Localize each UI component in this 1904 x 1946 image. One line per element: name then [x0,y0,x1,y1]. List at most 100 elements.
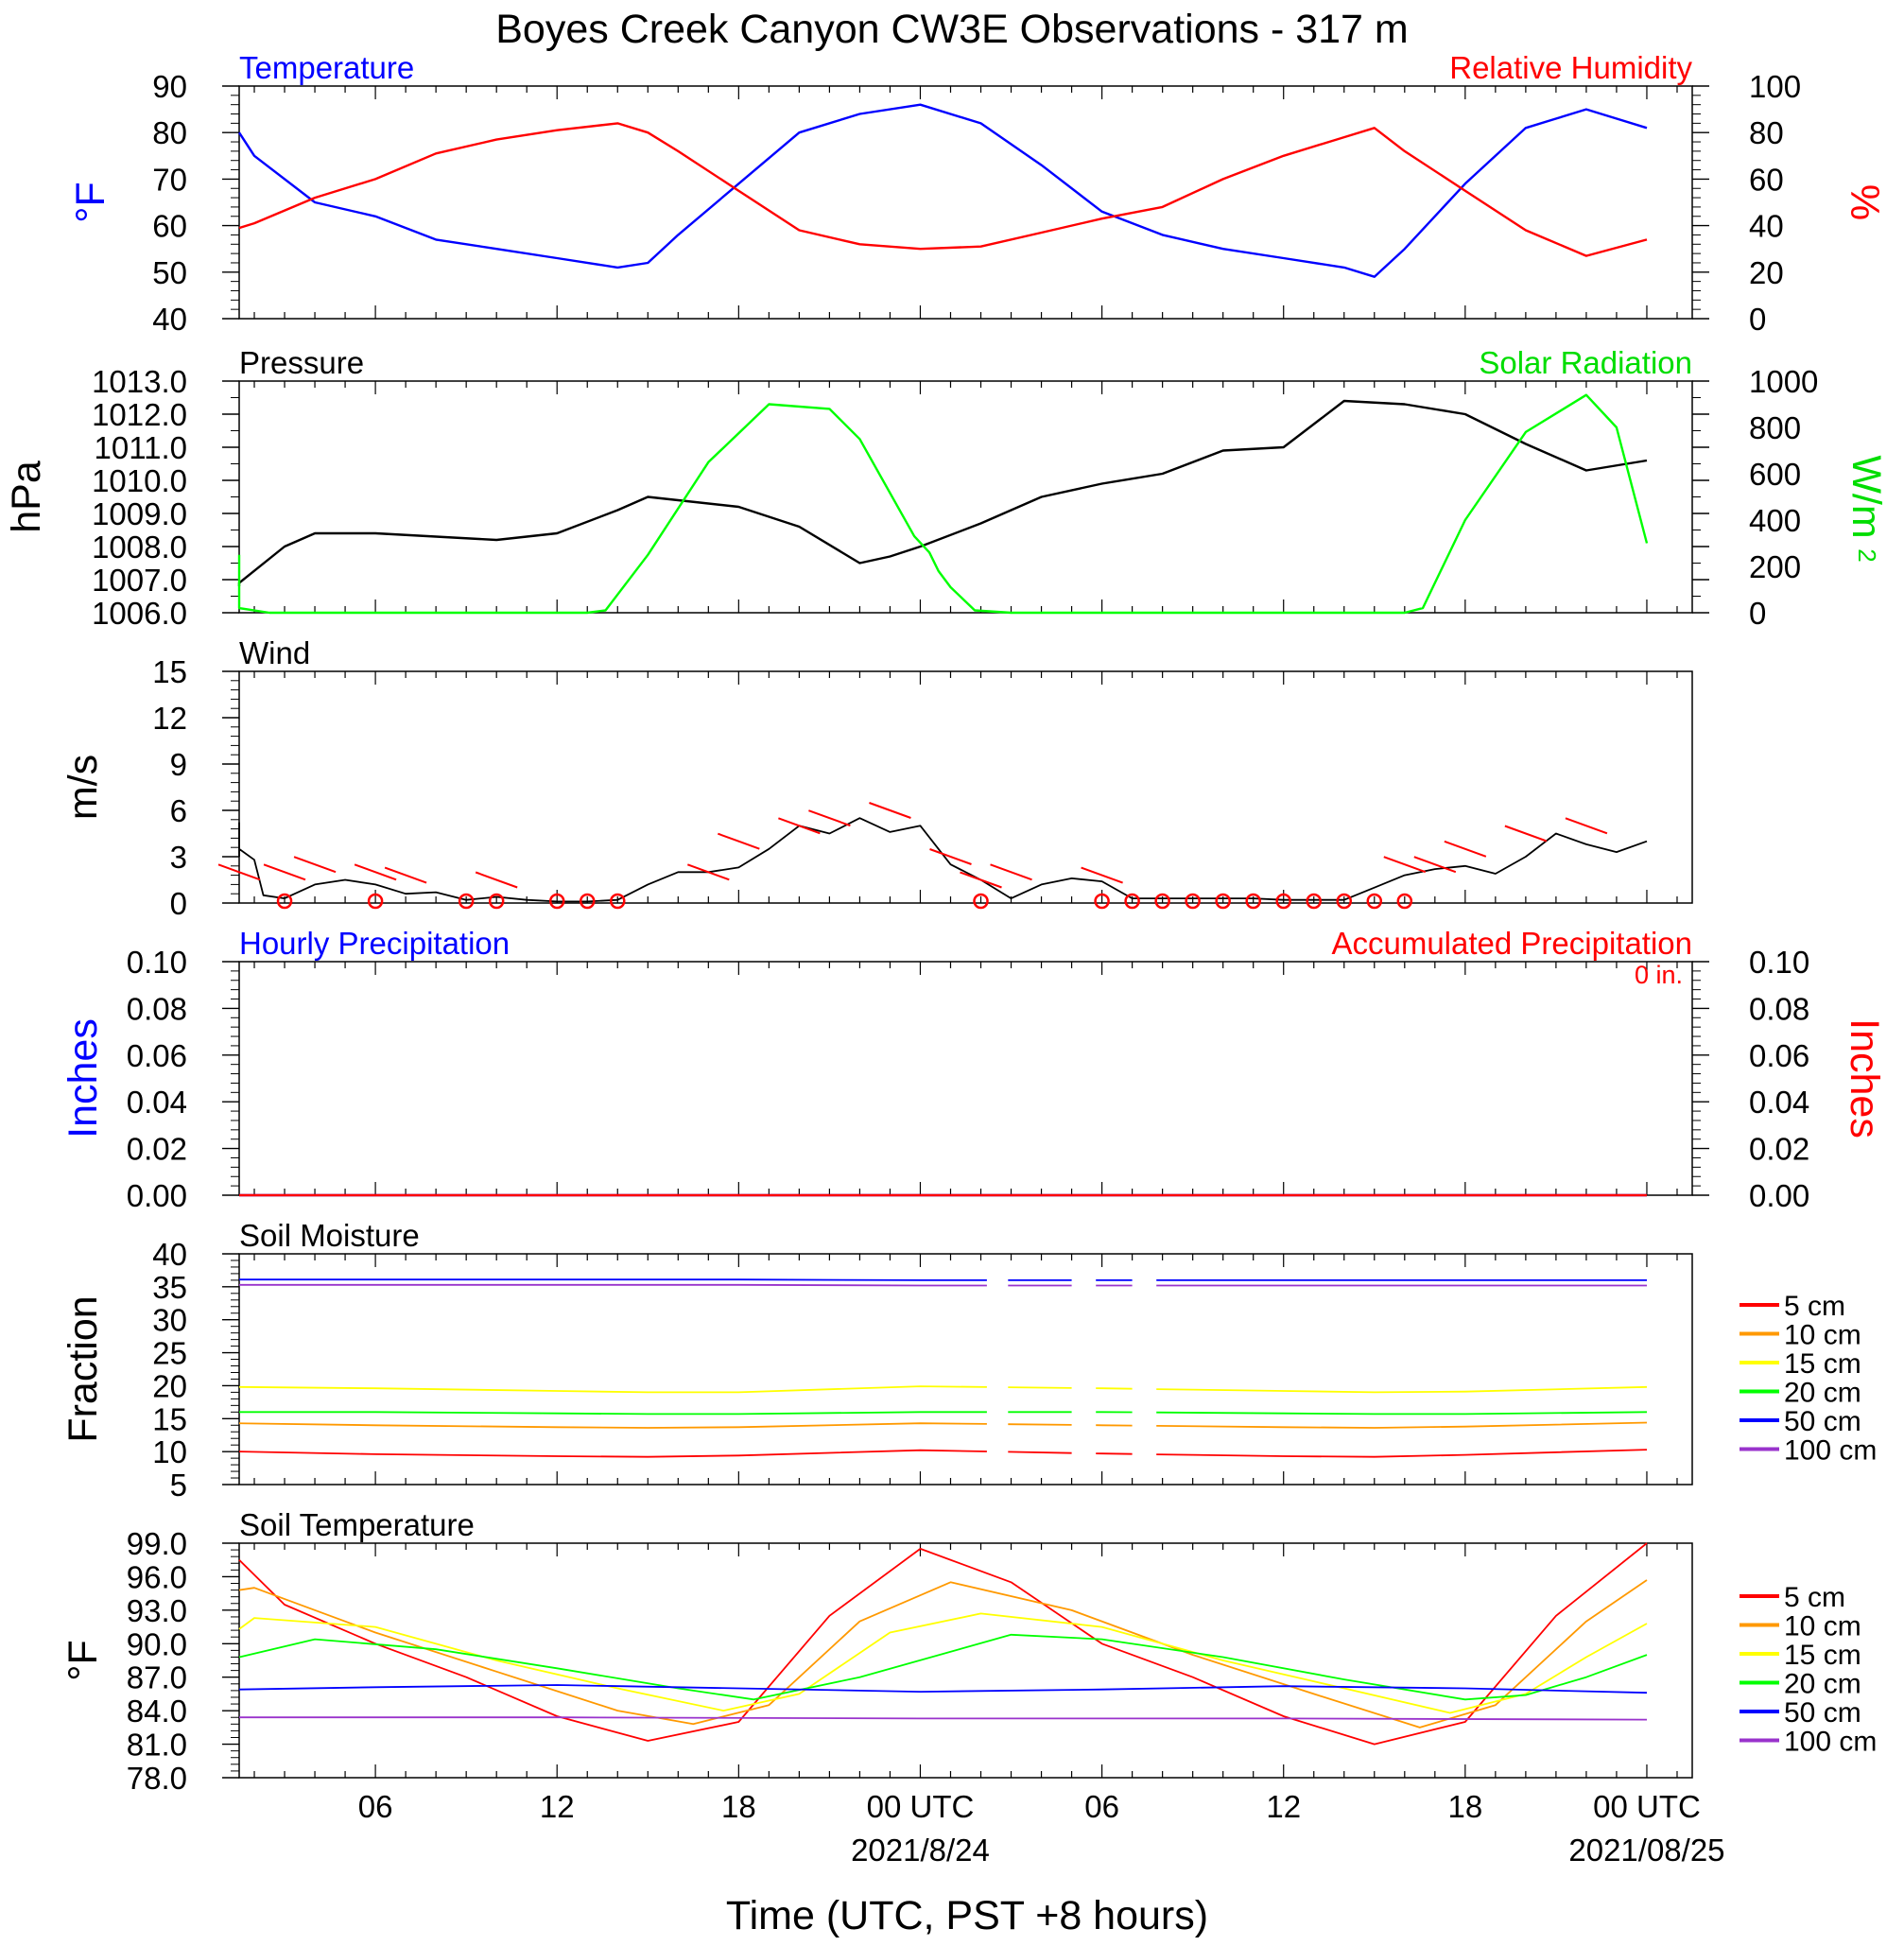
series-5-cm [1096,1452,1133,1455]
plot-frame [238,85,1693,320]
series-100-cm [239,1716,1648,1721]
y-tick-label: 96.0 [127,1559,187,1594]
y2-tick-label: 40 [1749,209,1784,244]
legend-label: 50 cm [1784,1697,1861,1729]
panel-left-title: Temperature [239,50,414,85]
calm-wind-marker [1245,893,1261,910]
calm-wind-marker [1396,893,1413,910]
wind-barb [263,863,306,881]
y-tick-label: 1010.0 [92,463,187,498]
y-tick-label: 12 [152,701,187,736]
wind-barb [1565,817,1608,835]
ylabel2-1: % [1842,184,1887,220]
ylabel-soil-moisture: Fraction [61,1295,106,1442]
y2-tick-label: 200 [1749,549,1801,584]
y-tick-label: 1012.0 [92,397,187,432]
ylabel-soil-temp: °F [61,1640,106,1680]
wind-barb [808,809,851,827]
y-tick-label: 5 [170,1468,187,1503]
y2-tick-label: 20 [1749,255,1784,290]
y2-tick-label: 0 [1749,596,1766,631]
y-tick-label: 84.0 [127,1694,187,1729]
legend-label: 10 cm [1784,1320,1861,1351]
y-tick-label: 0.06 [127,1038,187,1073]
y-tick-label: 0.08 [127,991,187,1026]
x-tick-label: 12 [540,1789,575,1824]
series-50-cm [239,1278,987,1281]
y-tick-label: 90 [152,69,187,104]
ylabel-wind: m/s [61,755,106,820]
calm-wind-marker [610,893,626,910]
y-tick-label: 1006.0 [92,596,187,631]
legend-label: 10 cm [1784,1611,1861,1642]
y-tick-label: 20 [152,1368,187,1403]
legend-label: 15 cm [1784,1348,1861,1380]
wind-barb [384,866,427,884]
y-tick-label: 0.10 [127,945,187,980]
y2-tick-label: 60 [1749,162,1784,197]
y2-tick-label: 0.00 [1749,1178,1809,1213]
y2-tick-label: 100 [1749,69,1801,104]
panel-1: 40 50 60 70 80 90 0 20 40 60 80 100 Temperature Relat… [68,50,1887,337]
plot-frame [238,961,1693,1196]
y-tick-label: 70 [152,162,187,197]
y2-tick-label: 800 [1749,410,1801,445]
wind-barb [1383,856,1427,874]
x-tick-label: 00 UTC [867,1789,975,1824]
y-tick-label: 99.0 [127,1526,187,1561]
series-10-cm [238,1422,987,1429]
y2-tick-label: 400 [1749,503,1801,538]
y-tick-label: 1008.0 [92,530,187,565]
series-10-cm [1008,1423,1072,1426]
wind-barb [1413,856,1457,874]
series-solar-radiation [237,393,1649,615]
panel-6: 78.081.084.087.090.093.096.099.0 Soil Tem… [61,1507,1693,1796]
x-tick-label: 18 [721,1789,756,1824]
x-date-label: 2021/08/25 [1568,1833,1724,1868]
calm-wind-marker [367,893,384,910]
series-50-cm [238,1684,1648,1694]
y-tick-label: 81.0 [127,1728,187,1763]
series-20-cm [238,1633,1648,1701]
y-tick-label: 9 [170,747,187,782]
plot-frame [238,1542,1693,1779]
x-tick-label: 06 [358,1789,393,1824]
y-tick-label: 90.0 [127,1626,187,1661]
y2-tick-label: 0.06 [1749,1038,1809,1073]
x-axis-label: Time (UTC, PST +8 hours) [726,1893,1208,1938]
wind-barb [475,871,518,889]
series-5-cm [238,1449,987,1458]
series-15-cm [1096,1387,1133,1390]
ylabel2-2: W/m [1843,455,1889,538]
x-tick-label: 12 [1266,1789,1301,1824]
legend-label: 20 cm [1784,1669,1861,1700]
accumulated-total: 0 in. [1635,961,1683,989]
wind-barb [960,871,1002,889]
x-tick-label: 18 [1447,1789,1482,1824]
calm-wind-marker [458,893,475,910]
wind-barb [354,863,397,881]
calm-wind-marker [1185,893,1201,910]
y-tick-label: 0.00 [127,1178,187,1213]
calm-wind-marker [1215,893,1231,910]
y-tick-label: 78.0 [127,1761,187,1796]
wind-barb [293,856,337,874]
panel-2: 1006.01007.01008.01009.01010.01011.01012… [4,345,1889,631]
y2-tick-label: 80 [1749,115,1784,150]
calm-wind-marker [1366,893,1383,910]
y-tick-label: 0.04 [127,1085,187,1120]
series-5-cm [1156,1449,1648,1458]
y-tick-label: 87.0 [127,1660,187,1695]
panel-left-title: Hourly Precipitation [239,926,510,961]
calm-wind-marker [1094,893,1110,910]
legend-label: 100 cm [1784,1435,1877,1467]
ylabel-temp: °F [68,182,113,222]
series-20-cm [239,1411,987,1416]
series-10-cm [238,1579,1648,1729]
y-tick-label: 0 [170,886,187,921]
y-tick-label: 1011.0 [95,430,187,465]
y-tick-label: 30 [152,1303,187,1338]
y-tick-label: 60 [152,209,187,244]
ylabel2-4: Inches [1842,1018,1887,1138]
